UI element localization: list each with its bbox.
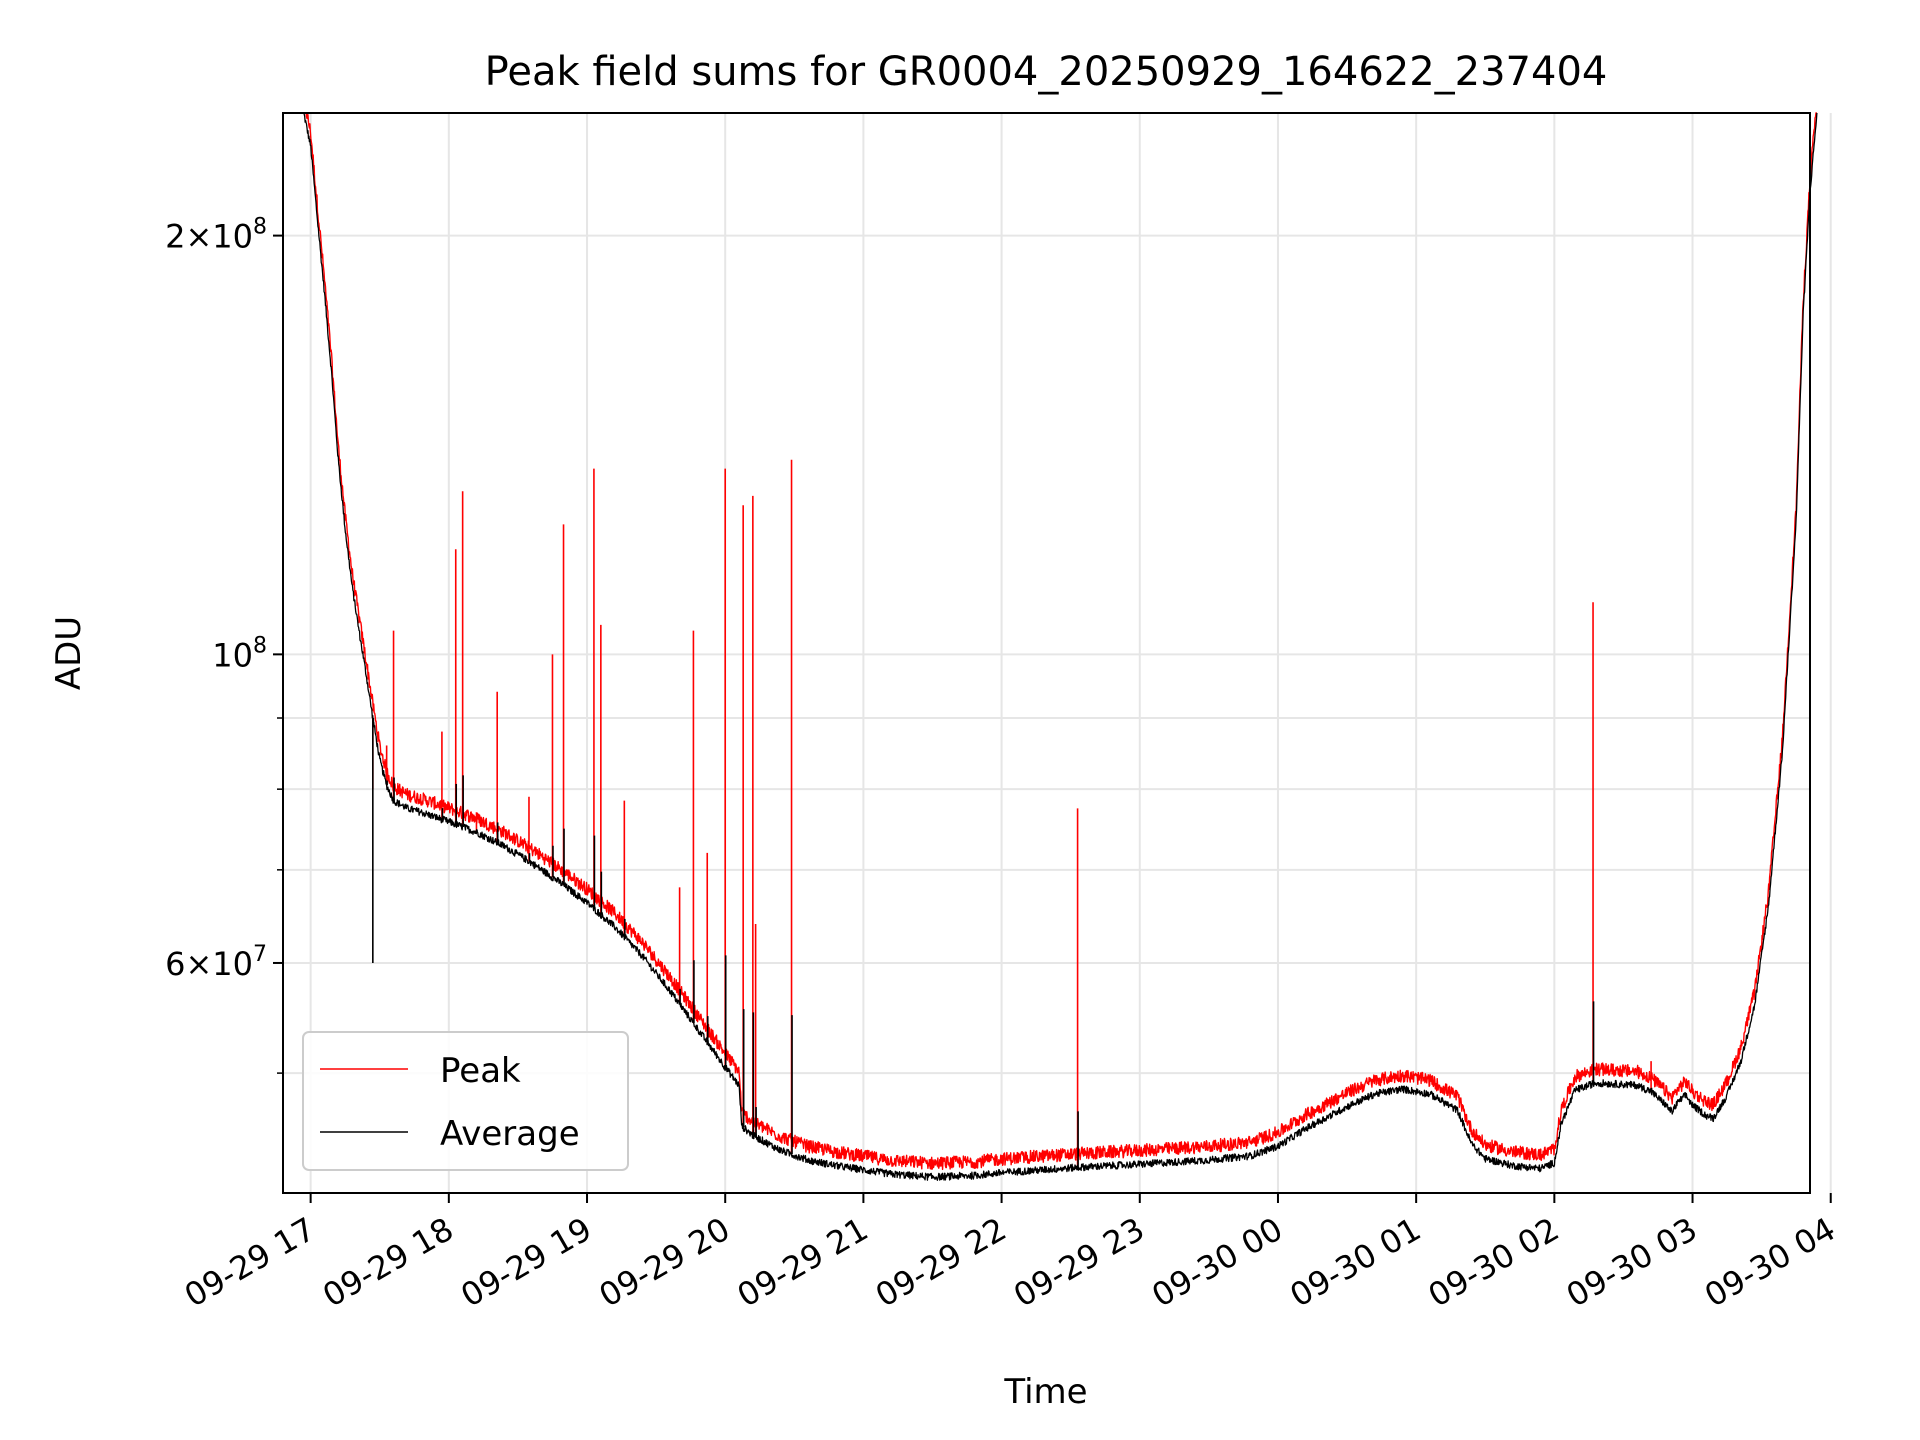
- series-peak-line: [303, 112, 1818, 1171]
- legend-peak-label: Peak: [440, 1051, 521, 1091]
- y-tick-base: ×10: [185, 945, 253, 983]
- y-tick-base: ×10: [185, 218, 253, 256]
- grid: [283, 113, 1832, 1193]
- y-tick-mantissa: 6: [165, 945, 185, 983]
- y-tick-mantissa: 2: [165, 218, 185, 256]
- y-tick-exponent: 8: [253, 215, 267, 240]
- series-layer: [303, 112, 1818, 1181]
- y-tick-exponent: 8: [253, 633, 267, 658]
- legend-box: [302, 1031, 629, 1171]
- plot-frame: [282, 112, 1811, 1194]
- legend-average-label: Average: [440, 1114, 580, 1154]
- y-tick-label: 108: [212, 633, 267, 674]
- chart-title: Peak field sums for GR0004_20250929_1646…: [485, 49, 1608, 95]
- y-tick-label: 2×108: [165, 215, 267, 256]
- y-tick-base: 10: [212, 636, 253, 674]
- series-average-line: [303, 112, 1818, 1181]
- x-axis-label: Time: [1003, 1372, 1087, 1412]
- y-tick-exponent: 7: [253, 942, 267, 967]
- legend: Peak Average: [302, 1031, 629, 1171]
- y-tick-label: 6×107: [165, 942, 267, 983]
- y-axis-label: ADU: [49, 616, 89, 690]
